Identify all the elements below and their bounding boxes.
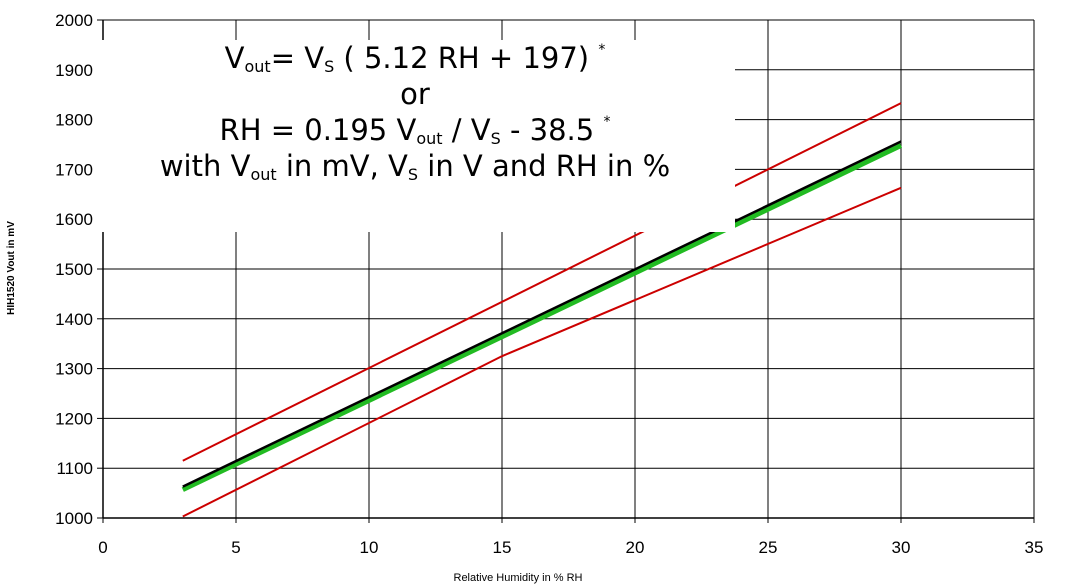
formula-eq1-mid: = V [270, 41, 325, 75]
series-line [182, 102, 902, 462]
y-tick-label: 1500 [55, 260, 93, 279]
y-tick-label: 1000 [55, 509, 93, 528]
formula-units: with Vout in mV, VS in V and RH in % [95, 148, 735, 184]
x-tick-label: 5 [231, 538, 240, 557]
y-tick-label: 1100 [56, 459, 93, 478]
formula-eq1-tail: ( 5.12 RH + 197) [334, 41, 599, 75]
x-tick-label: 15 [493, 538, 512, 557]
formula-rh: RH = 0.195 Vout / VS - 38.5 * [95, 112, 735, 148]
x-tick-label: 20 [626, 538, 645, 557]
formula-with-tail: in V and RH in % [418, 149, 671, 183]
x-tick-label: 10 [360, 538, 379, 557]
formula-annotation: Vout= VS ( 5.12 RH + 197) * or RH = 0.19… [95, 40, 735, 232]
series-line [182, 186, 902, 518]
y-tick-label: 2000 [55, 11, 93, 30]
formula-s-subscript: S [324, 57, 335, 76]
formula-s-subscript: S [407, 165, 419, 184]
formula-s-subscript: S [490, 129, 501, 148]
formula-eq2-tail: - 38.5 [500, 113, 604, 147]
formula-with-mid: in mV, V [276, 149, 408, 183]
formula-footnote-mark: * [603, 114, 611, 130]
formula-out-subscript: out [416, 129, 443, 148]
y-tick-label: 1200 [55, 409, 93, 428]
y-tick-label: 1400 [55, 310, 93, 329]
series-layer [181, 102, 903, 518]
x-tick-label: 25 [759, 538, 778, 557]
y-tick-labels: 1000 1100 1200 1300 1400 1500 1600 1700 1800 1900… [55, 11, 93, 528]
y-tick-label: 1800 [55, 111, 93, 130]
formula-out-subscript: out [250, 165, 277, 184]
formula-vout: Vout= VS ( 5.12 RH + 197) * [95, 40, 735, 76]
x-axis-title: Relative Humidity in % RH [454, 572, 583, 584]
y-tick-label: 1900 [55, 61, 93, 80]
y-tick-label: 1700 [55, 160, 93, 179]
formula-out-subscript: out [244, 57, 271, 76]
y-tick-label: 1600 [55, 210, 93, 229]
formula-eq2-mid: / V [442, 113, 491, 147]
formula-eq2-head: RH = 0.195 V [219, 113, 417, 147]
series-line [181, 143, 903, 492]
x-tick-labels: 0 5 10 15 20 25 30 35 [98, 538, 1043, 557]
y-tick-label: 1300 [55, 360, 93, 379]
x-tick-label: 35 [1025, 538, 1044, 557]
series-line [182, 140, 902, 488]
y-axis-title: HIH1520 Vout in mV [6, 221, 17, 315]
formula-footnote-mark: * [598, 42, 606, 58]
x-tick-label: 30 [892, 538, 911, 557]
formula-or: or [400, 77, 430, 111]
formula-with-head: with V [159, 149, 251, 183]
x-tick-label: 0 [98, 538, 107, 557]
formula-v-symbol: V [224, 41, 245, 75]
